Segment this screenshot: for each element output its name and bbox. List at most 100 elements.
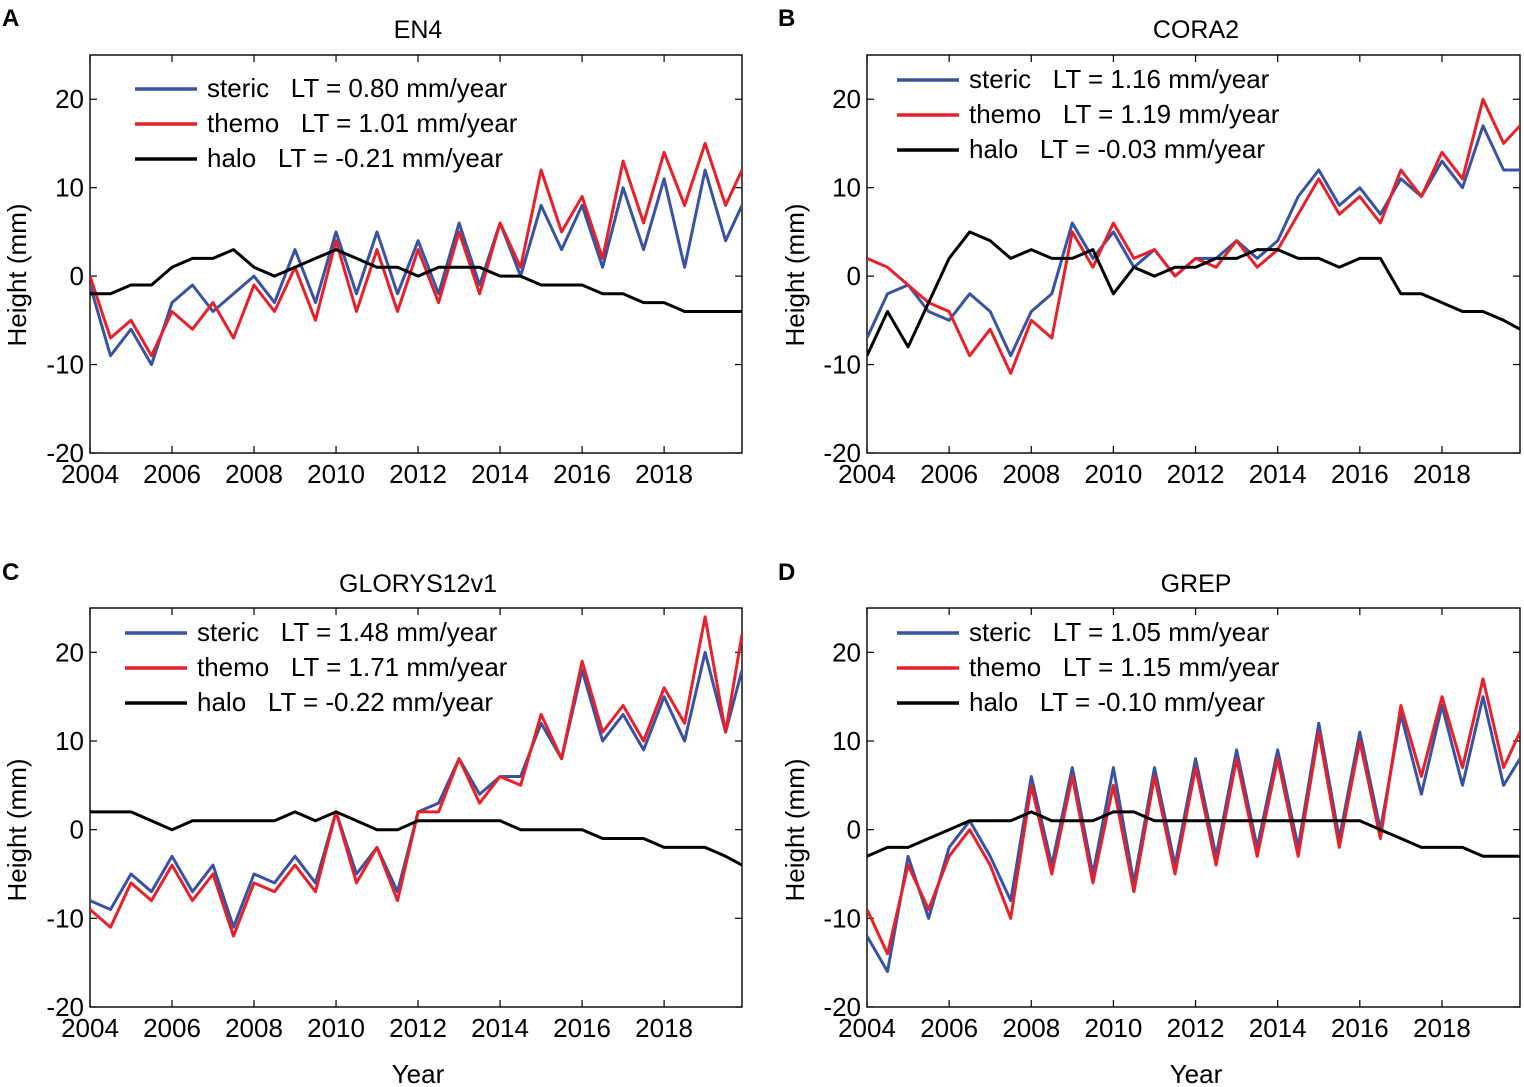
legend-label-themo: themo LT = 1.71 mm/year <box>197 652 508 682</box>
y-tick-label: -10 <box>823 903 861 933</box>
x-tick-label: 2016 <box>1331 459 1389 489</box>
y-tick-label: 0 <box>847 815 861 845</box>
panel-label: C <box>2 559 19 586</box>
x-tick-label: 2006 <box>920 459 978 489</box>
series-line-halo <box>90 248 742 313</box>
plot-area: 2004 2006 2008 2010 2012 2014 2016 2018 -20 -10 0 1… <box>46 607 743 1043</box>
x-tick-label: 2014 <box>1249 459 1307 489</box>
y-tick-label: 20 <box>832 637 861 667</box>
y-tick-label: 20 <box>832 84 861 114</box>
y-tick-label: 10 <box>832 173 861 203</box>
legend-label-steric: steric LT = 1.48 mm/year <box>197 617 498 647</box>
x-axis-label: Year <box>392 1059 445 1087</box>
x-tick-label: 2012 <box>389 1013 447 1043</box>
y-tick-label: -10 <box>823 350 861 380</box>
x-tick-label: 2018 <box>635 1013 693 1043</box>
y-tick-label: 10 <box>55 173 84 203</box>
plot-frame <box>89 607 743 1008</box>
y-axis-label: Height (mm) <box>780 758 810 901</box>
panel-label: D <box>778 559 795 586</box>
legend-label-steric: steric LT = 1.05 mm/year <box>969 617 1270 647</box>
y-tick-label: 0 <box>847 261 861 291</box>
x-tick-label: 2006 <box>920 1013 978 1043</box>
legend-label-themo: themo LT = 1.15 mm/year <box>969 652 1280 682</box>
legend-label-halo: halo LT = -0.22 mm/year <box>197 687 493 717</box>
series-line-halo <box>867 810 1520 858</box>
plot-frame <box>89 54 743 454</box>
series-line-themo <box>90 141 742 358</box>
x-tick-label: 2010 <box>307 1013 365 1043</box>
y-tick-label: -10 <box>46 903 84 933</box>
x-tick-label: 2008 <box>225 1013 283 1043</box>
series-line-steric <box>90 168 742 367</box>
panel-c: C GLORYS12v1 Height (mm) Year 2004 2006 20… <box>2 559 743 1087</box>
x-tick-label: 2006 <box>143 459 201 489</box>
x-tick-label: 2014 <box>471 1013 529 1043</box>
y-tick-label: -20 <box>46 992 84 1022</box>
series-line-steric <box>867 695 1520 973</box>
y-tick-label: -20 <box>823 438 861 468</box>
series-line-themo <box>90 615 742 938</box>
x-tick-label: 2008 <box>225 459 283 489</box>
y-tick-label: -20 <box>823 992 861 1022</box>
legend-label-steric: steric LT = 1.16 mm/year <box>969 64 1270 94</box>
series-line-themo <box>867 677 1520 956</box>
y-tick-label: 10 <box>832 726 861 756</box>
legend-label-halo: halo LT = -0.10 mm/year <box>969 687 1265 717</box>
x-tick-label: 2016 <box>553 459 611 489</box>
y-tick-label: 10 <box>55 726 84 756</box>
x-axis-label: Year <box>1170 1059 1223 1087</box>
x-tick-label: 2016 <box>553 1013 611 1043</box>
x-tick-label: 2008 <box>1002 459 1060 489</box>
x-tick-label: 2012 <box>1167 1013 1225 1043</box>
y-tick-label: -20 <box>46 438 84 468</box>
y-tick-label: 20 <box>55 637 84 667</box>
x-tick-label: 2004 <box>61 459 119 489</box>
x-tick-label: 2004 <box>61 1013 119 1043</box>
plot-area: 2004 2006 2008 2010 2012 2014 2016 2018 -20 -10 0 1… <box>823 607 1521 1043</box>
legend-label-themo: themo LT = 1.01 mm/year <box>207 108 518 138</box>
x-tick-label: 2012 <box>389 459 447 489</box>
x-tick-label: 2018 <box>635 459 693 489</box>
x-tick-label: 2004 <box>838 459 896 489</box>
y-tick-label: 20 <box>55 84 84 114</box>
panel-a: A EN4 Height (mm) 2004 2006 2008 2010 2012 20… <box>2 5 743 489</box>
y-tick-label: -10 <box>46 350 84 380</box>
x-tick-label: 2018 <box>1413 1013 1471 1043</box>
chart-title: EN4 <box>394 16 443 44</box>
chart-title: GREP <box>1161 570 1232 598</box>
legend-label-halo: halo LT = -0.21 mm/year <box>207 143 503 173</box>
x-tick-label: 2010 <box>307 459 365 489</box>
legend-label-steric: steric LT = 0.80 mm/year <box>207 73 508 103</box>
x-tick-label: 2014 <box>471 459 529 489</box>
x-tick-label: 2006 <box>143 1013 201 1043</box>
plot-area: 2004 2006 2008 2010 2012 2014 2016 2018 -20 -10 0 1… <box>823 54 1521 489</box>
panel-label: B <box>778 5 795 32</box>
panel-d: D GREP Height (mm) Year 2004 2006 2008 2010… <box>778 559 1521 1087</box>
x-tick-label: 2010 <box>1084 459 1142 489</box>
plot-area: 2004 2006 2008 2010 2012 2014 2016 2018 -20 -10 0 1… <box>46 54 743 489</box>
x-tick-label: 2016 <box>1331 1013 1389 1043</box>
x-tick-label: 2010 <box>1084 1013 1142 1043</box>
y-axis-label: Height (mm) <box>2 758 32 901</box>
series-line-themo <box>867 97 1520 375</box>
y-axis-label: Height (mm) <box>2 203 32 346</box>
x-tick-label: 2004 <box>838 1013 896 1043</box>
legend-label-halo: halo LT = -0.03 mm/year <box>969 134 1265 164</box>
x-tick-label: 2014 <box>1249 1013 1307 1043</box>
legend-label-themo: themo LT = 1.19 mm/year <box>969 99 1280 129</box>
y-axis-label: Height (mm) <box>780 203 810 346</box>
chart-title: GLORYS12v1 <box>339 570 497 598</box>
panel-label: A <box>2 5 19 32</box>
y-tick-label: 0 <box>70 815 84 845</box>
series-line-halo <box>90 810 742 867</box>
y-tick-label: 0 <box>70 261 84 291</box>
plot-frame <box>866 54 1521 454</box>
chart-title: CORA2 <box>1153 16 1239 44</box>
series-line-halo <box>867 230 1520 357</box>
x-tick-label: 2018 <box>1413 459 1471 489</box>
x-tick-label: 2012 <box>1167 459 1225 489</box>
x-tick-label: 2008 <box>1002 1013 1060 1043</box>
panel-b: B CORA2 Height (mm) 2004 2006 2008 2010 2012… <box>778 5 1521 489</box>
